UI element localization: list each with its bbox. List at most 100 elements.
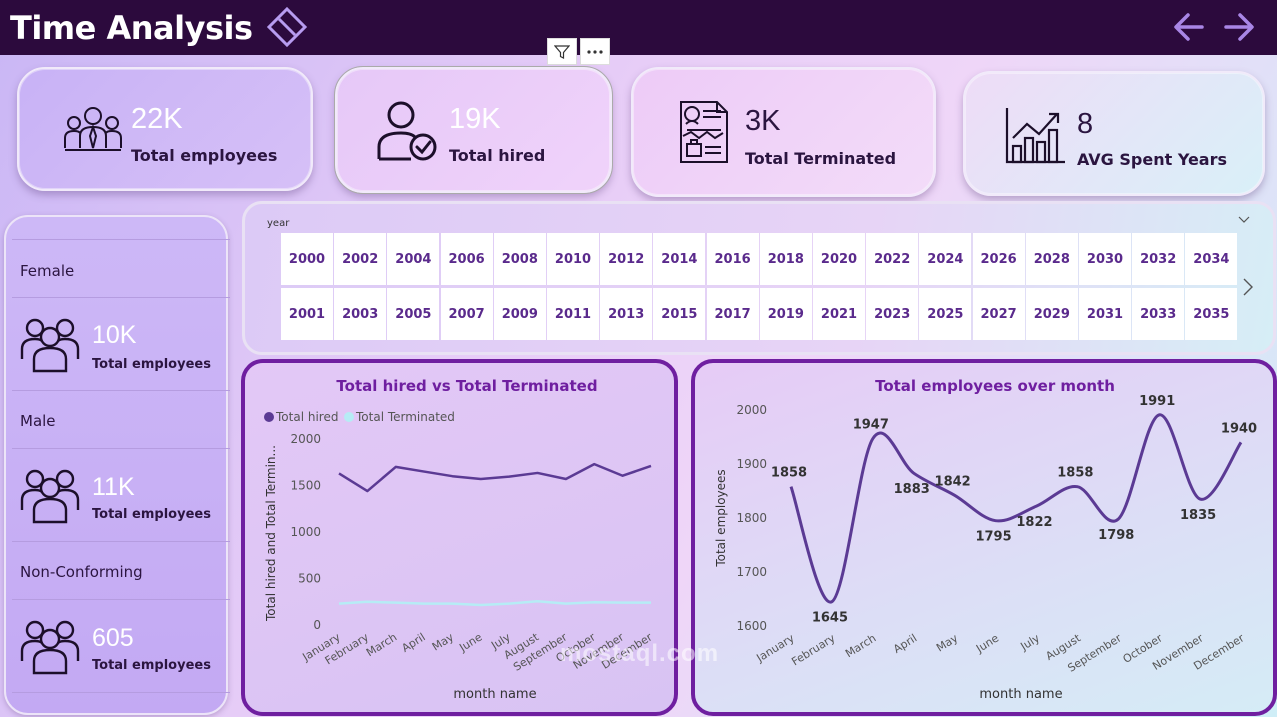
kpi-card-total-hired[interactable]: 19K Total hired (334, 66, 613, 194)
year-button-2031[interactable]: 2031 (1079, 288, 1131, 340)
year-button-2034[interactable]: 2034 (1185, 233, 1238, 285)
divider (12, 448, 230, 449)
year-button-2010[interactable]: 2010 (547, 233, 599, 285)
year-button-2024[interactable]: 2024 (919, 233, 972, 285)
x-tick-label: July (1018, 631, 1043, 653)
year-button-2004[interactable]: 2004 (387, 233, 440, 285)
data-label: 1822 (1016, 515, 1052, 530)
year-button-2013[interactable]: 2013 (600, 288, 653, 340)
year-button-2001[interactable]: 2001 (281, 288, 333, 340)
slicer-title: year (267, 218, 290, 229)
data-label: 1835 (1180, 508, 1216, 523)
ellipsis-icon (587, 49, 603, 54)
data-label: 1795 (975, 530, 1011, 545)
kpi-value: 8 (1077, 108, 1094, 140)
year-button-2032[interactable]: 2032 (1132, 233, 1185, 285)
x-tick-label: May (430, 630, 457, 653)
chart2-svg: Total employees over month 1600 1700 1800 19… (714, 377, 1257, 702)
series-line-total-employees (789, 413, 1243, 604)
arrow-right-icon[interactable] (1222, 10, 1256, 44)
data-label: 1645 (812, 611, 848, 626)
people-group-icon (20, 620, 80, 675)
employees-over-month-chart[interactable]: Total employees over month 1600 1700 1800 19… (691, 359, 1277, 716)
year-button-2018[interactable]: 2018 (759, 233, 812, 285)
gender-value-female: 10K (92, 321, 137, 349)
year-button-2000[interactable]: 2000 (281, 233, 333, 285)
year-button-2003[interactable]: 2003 (334, 288, 387, 340)
year-button-2006[interactable]: 2006 (440, 233, 493, 285)
year-button-2009[interactable]: 2009 (493, 288, 546, 340)
diamond-icon (266, 6, 308, 48)
x-axis-label: month name (453, 687, 536, 702)
gender-panel: Female 10K Total employees Male 11K Tota… (4, 215, 230, 715)
y-tick-label: 1900 (736, 457, 767, 471)
chart-title: Total hired vs Total Terminated (336, 377, 597, 395)
year-button-2022[interactable]: 2022 (866, 233, 919, 285)
year-button-2014[interactable]: 2014 (653, 233, 706, 285)
filter-button[interactable] (547, 38, 577, 65)
year-button-2005[interactable]: 2005 (387, 288, 440, 340)
gender-label-female[interactable]: Female (20, 262, 75, 280)
year-button-2035[interactable]: 2035 (1185, 288, 1238, 340)
year-button-2021[interactable]: 2021 (813, 288, 865, 340)
gender-sub-male: Total employees (92, 507, 211, 522)
x-tick-label: June (456, 630, 484, 654)
series-line-terminated (338, 600, 651, 607)
gender-label-male[interactable]: Male (20, 412, 56, 430)
divider (12, 599, 230, 600)
legend-label-terminated: Total Terminated (355, 410, 455, 424)
kpi-label: Total employees (131, 146, 278, 165)
year-button-2002[interactable]: 2002 (334, 233, 387, 285)
year-button-2011[interactable]: 2011 (547, 288, 599, 340)
kpi-label: Total hired (449, 146, 546, 165)
year-button-2029[interactable]: 2029 (1025, 288, 1078, 340)
legend-label-hired: Total hired (275, 410, 338, 424)
user-check-icon (377, 101, 437, 161)
chevron-down-icon[interactable] (1238, 216, 1250, 224)
visual-toolbar (547, 38, 611, 66)
gender-value-non-conforming: 605 (92, 624, 134, 652)
kpi-card-total-employees[interactable]: 22K Total employees (17, 67, 313, 191)
year-button-2012[interactable]: 2012 (600, 233, 653, 285)
x-tick-label: April (891, 632, 919, 656)
year-button-2008[interactable]: 2008 (493, 233, 546, 285)
chart-title: Total employees over month (875, 377, 1115, 395)
y-tick-label: 500 (298, 572, 321, 586)
kpi-label: Total Terminated (745, 149, 897, 168)
kpi-card-avg-spent-years[interactable]: 8 AVG Spent Years (963, 71, 1265, 196)
year-button-2007[interactable]: 2007 (440, 288, 493, 340)
year-button-2025[interactable]: 2025 (919, 288, 972, 340)
kpi-card-total-terminated[interactable]: 3K Total Terminated (631, 67, 936, 197)
year-slicer: year 2000 2002 2004 2006 2008 2010 2012 2014 201… (242, 201, 1276, 355)
year-button-2026[interactable]: 2026 (972, 233, 1025, 285)
year-button-2028[interactable]: 2028 (1025, 233, 1078, 285)
more-options-button[interactable] (580, 38, 610, 65)
year-button-2030[interactable]: 2030 (1079, 233, 1131, 285)
team-icon (64, 107, 122, 151)
gender-label-non-conforming[interactable]: Non-Conforming (20, 563, 143, 581)
chevron-right-icon[interactable] (1243, 278, 1253, 296)
hired-vs-terminated-chart[interactable]: Total hired vs Total Terminated Total hir… (241, 359, 678, 716)
x-tick-label: May (934, 631, 961, 654)
arrow-left-icon[interactable] (1172, 10, 1206, 44)
legend-marker-hired (264, 412, 274, 422)
y-axis-label: Total hired and Total Termin... (264, 445, 278, 622)
kpi-value: 22K (131, 103, 183, 135)
kpi-value: 19K (449, 103, 501, 135)
data-label: 1883 (894, 482, 930, 497)
year-button-2020[interactable]: 2020 (813, 233, 865, 285)
gender-value-male: 11K (92, 473, 135, 501)
x-tick-label: March (364, 631, 399, 660)
top-bar: Time Analysis (0, 0, 1277, 55)
divider (12, 541, 230, 542)
year-button-2015[interactable]: 2015 (653, 288, 706, 340)
year-button-2033[interactable]: 2033 (1132, 288, 1185, 340)
year-button-2023[interactable]: 2023 (866, 288, 919, 340)
people-group-icon (20, 469, 80, 524)
year-button-2017[interactable]: 2017 (706, 288, 759, 340)
y-tick-label: 2000 (290, 432, 321, 446)
year-button-2019[interactable]: 2019 (759, 288, 812, 340)
year-button-2016[interactable]: 2016 (706, 233, 759, 285)
year-button-2027[interactable]: 2027 (972, 288, 1025, 340)
termination-document-icon (680, 101, 728, 163)
